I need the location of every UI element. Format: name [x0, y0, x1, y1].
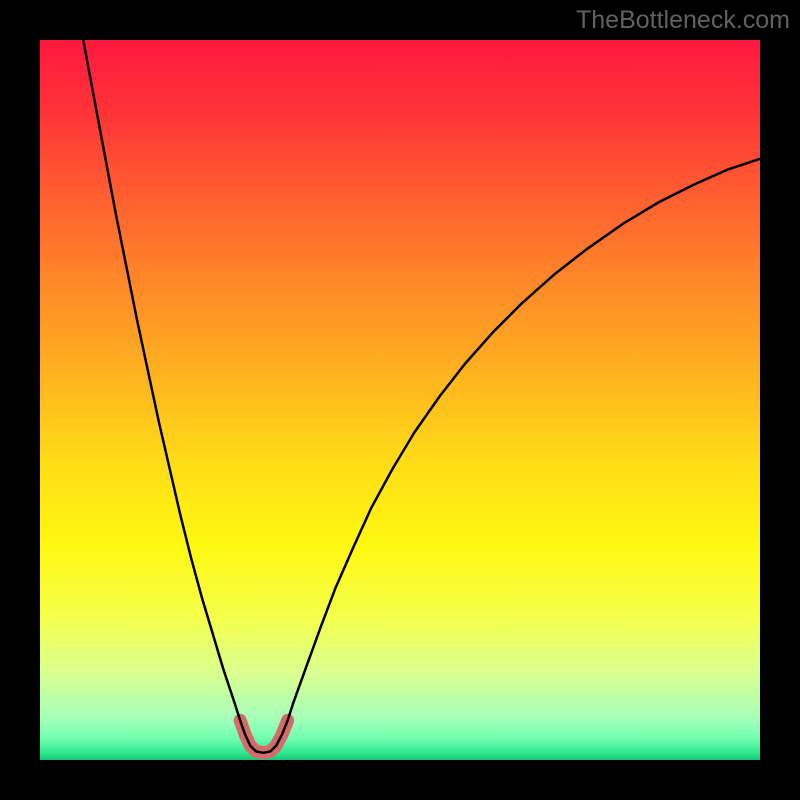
watermark-text: TheBottleneck.com [576, 6, 790, 35]
chart-svg [0, 0, 800, 800]
chart-container: TheBottleneck.com [0, 0, 800, 800]
plot-background [40, 40, 760, 760]
